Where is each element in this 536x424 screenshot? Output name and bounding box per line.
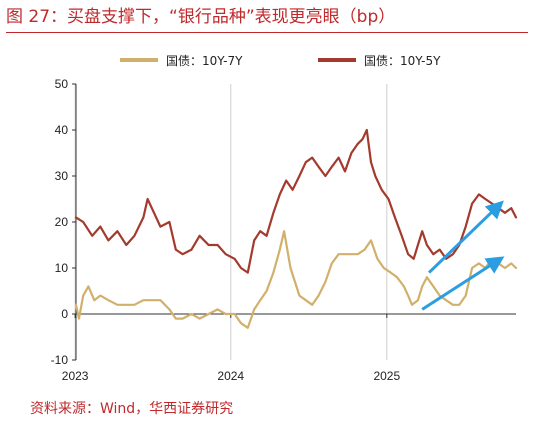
series-line-1 <box>74 128 518 274</box>
series-line-0 <box>74 230 518 329</box>
source-note: 资料来源：Wind，华西证券研究 <box>30 401 234 417</box>
figure-title: 图 27：买盘支撑下，“银行品种”表现更亮眼（bp） <box>6 7 396 27</box>
y-tick-label-2: 10 <box>55 261 69 275</box>
x-tick-label-0: 2023 <box>62 369 89 383</box>
y-tick-label-0: -10 <box>51 353 69 367</box>
legend-swatch-10y-5y <box>318 58 356 62</box>
y-tick-label-5: 40 <box>55 123 69 137</box>
legend-item-10y-5y: 国债：10Y-5Y <box>318 50 440 70</box>
title-divider <box>6 32 528 33</box>
y-tick-label-4: 30 <box>55 169 69 183</box>
y-tick-label-6: 50 <box>55 77 69 91</box>
legend-label-10y-7y: 国债：10Y-7Y <box>166 53 243 68</box>
trend-arrow-0 <box>427 200 504 274</box>
legend-label-10y-5y: 国债：10Y-5Y <box>364 53 441 68</box>
x-tick-label-2: 2025 <box>373 369 400 383</box>
legend-swatch-10y-7y <box>120 58 158 62</box>
legend-item-10y-7y: 国债：10Y-7Y <box>120 50 242 70</box>
y-tick-label-1: 0 <box>61 307 68 321</box>
x-tick-label-1: 2024 <box>217 369 244 383</box>
y-tick-label-3: 20 <box>55 215 69 229</box>
trend-arrow-1 <box>421 256 505 311</box>
chart-legend: 国债：10Y-7Y 国债：10Y-5Y <box>0 50 536 70</box>
